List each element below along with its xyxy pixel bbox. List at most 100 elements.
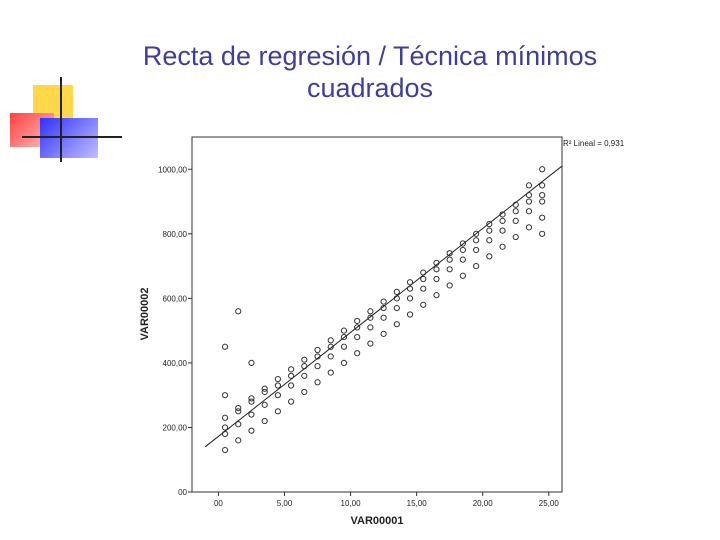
data-point <box>406 279 414 286</box>
horizontal-line <box>22 136 122 138</box>
r-squared-annotation: R² Lineal = 0,931 <box>563 139 625 148</box>
data-point <box>539 230 546 237</box>
data-point <box>235 421 242 428</box>
data-point <box>261 385 268 392</box>
data-point <box>327 369 334 376</box>
data-point <box>446 256 453 263</box>
data-point <box>459 272 466 279</box>
data-point <box>486 221 493 228</box>
data-point <box>539 191 546 199</box>
data-point <box>539 182 546 189</box>
data-point <box>539 198 546 205</box>
data-point <box>288 398 295 405</box>
data-point <box>512 217 519 225</box>
data-point <box>367 324 374 331</box>
y-tick-label: 200,00 <box>163 423 188 432</box>
data-point <box>235 404 242 412</box>
data-point <box>420 285 427 292</box>
data-point <box>380 314 387 321</box>
data-point <box>367 314 374 321</box>
data-point <box>354 324 361 331</box>
x-tick-label: 20,00 <box>473 499 494 508</box>
data-point <box>380 298 387 305</box>
data-point <box>539 214 546 221</box>
data-point <box>235 308 242 315</box>
x-tick-label: 5,00 <box>277 499 293 508</box>
data-point <box>314 379 321 386</box>
x-tick-label: 25,00 <box>539 499 560 508</box>
data-point <box>221 392 229 399</box>
data-point <box>221 424 229 431</box>
data-point <box>433 275 440 283</box>
data-point <box>327 343 334 350</box>
x-tick-label: 10,00 <box>341 499 362 508</box>
data-point <box>459 256 466 263</box>
data-point <box>486 237 493 244</box>
data-point <box>406 295 414 302</box>
data-point <box>274 382 281 389</box>
data-point <box>221 446 229 454</box>
data-point <box>340 359 348 367</box>
data-point <box>301 388 308 396</box>
y-tick-label: 1000,00 <box>158 165 187 174</box>
data-point <box>406 311 414 318</box>
data-point <box>235 437 242 444</box>
data-point <box>340 333 348 341</box>
data-point <box>367 308 374 315</box>
data-point <box>486 227 493 234</box>
data-point <box>248 359 255 367</box>
data-point <box>248 395 255 402</box>
data-point <box>473 262 480 270</box>
data-point <box>393 288 400 296</box>
data-point <box>499 243 506 250</box>
y-tick-label: 600,00 <box>163 294 188 303</box>
data-point <box>446 250 453 257</box>
data-point <box>433 266 440 273</box>
data-point <box>512 208 519 215</box>
title-line-2: cuadrados <box>306 73 434 104</box>
data-point <box>288 372 295 379</box>
x-tick-label: 00 <box>214 499 223 508</box>
data-point <box>525 198 533 205</box>
data-point <box>525 182 533 189</box>
x-axis: 00 5,00 10,00 15,00 20,00 25,00 <box>214 492 559 508</box>
data-point <box>393 321 400 328</box>
data-point <box>499 217 506 225</box>
data-point <box>314 363 321 370</box>
y-tick-label: 400,00 <box>163 359 188 368</box>
data-point <box>446 266 453 273</box>
data-point <box>539 166 546 173</box>
data-point <box>433 292 440 299</box>
y-tick-label: 00 <box>178 488 187 497</box>
data-point <box>459 246 466 254</box>
data-point <box>420 301 427 308</box>
data-point <box>261 401 268 408</box>
data-point <box>420 275 427 283</box>
data-point <box>446 282 453 289</box>
data-point <box>499 227 506 234</box>
data-point <box>301 356 308 363</box>
data-point <box>340 343 348 350</box>
data-point <box>473 230 480 237</box>
data-point <box>486 253 493 260</box>
data-point <box>221 414 229 421</box>
data-point <box>459 240 466 247</box>
data-point <box>288 366 295 373</box>
data-point <box>248 411 255 418</box>
plot-area <box>191 136 563 493</box>
data-point <box>354 333 361 341</box>
data-point <box>354 350 361 357</box>
data-point <box>525 224 533 231</box>
data-point <box>288 382 295 389</box>
data-point <box>525 208 533 215</box>
data-point <box>367 340 374 347</box>
data-point <box>473 246 480 254</box>
blue-square <box>40 118 98 158</box>
data-point <box>354 317 361 325</box>
data-point <box>274 392 281 399</box>
y-tick-label: 800,00 <box>163 230 188 239</box>
data-point <box>261 388 268 396</box>
data-point <box>248 398 255 405</box>
y-axis-title: VAR00002 <box>139 288 151 341</box>
